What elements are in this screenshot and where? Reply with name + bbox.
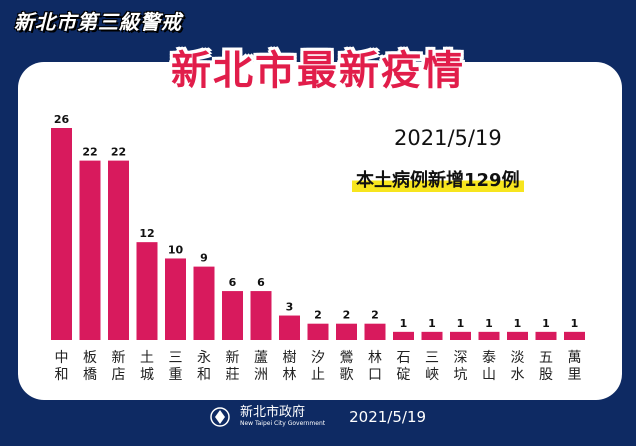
value-label-三重: 10 <box>168 243 184 256</box>
category-label-永和-1: 和 <box>197 367 211 383</box>
value-label-三峽: 1 <box>428 317 436 330</box>
bar-淡水 <box>507 331 528 340</box>
category-label-萬里-1: 里 <box>568 367 582 383</box>
category-label-三重-0: 三 <box>169 350 183 366</box>
category-label-泰山-1: 山 <box>482 367 496 383</box>
category-label-石碇-0: 石 <box>397 350 411 366</box>
footer-org-name: 新北市政府 <box>239 405 305 420</box>
category-label-蘆洲-0: 蘆 <box>254 350 268 366</box>
bar-泰山 <box>478 331 500 340</box>
alert-level-title: 新北市第三級警戒 <box>14 10 182 34</box>
value-label-樹林: 3 <box>286 301 294 314</box>
category-label-林口-1: 口 <box>368 367 382 383</box>
value-label-鶯歌: 2 <box>343 309 351 322</box>
bar-中和 <box>51 128 72 340</box>
category-label-汐止-0: 汐 <box>311 350 325 366</box>
value-label-石碇: 1 <box>400 317 408 330</box>
value-label-泰山: 1 <box>485 317 493 330</box>
bar-板橋 <box>79 160 101 340</box>
value-label-萬里: 1 <box>571 317 579 330</box>
category-label-萬里-0: 萬 <box>568 350 582 366</box>
category-label-淡水-0: 淡 <box>511 350 525 366</box>
category-label-蘆洲-1: 洲 <box>254 367 268 383</box>
category-label-淡水-1: 水 <box>511 367 525 383</box>
category-label-土城-0: 土 <box>140 350 154 366</box>
value-label-蘆洲: 6 <box>257 276 265 289</box>
category-label-樹林-0: 樹 <box>283 350 297 366</box>
bar-永和 <box>193 266 215 340</box>
bar-樹林 <box>279 315 300 340</box>
footer: 新北市政府 New Taipei City Government 2021/5/… <box>0 406 636 427</box>
category-label-深坑-1: 坑 <box>454 367 468 383</box>
bar-三峽 <box>421 331 443 340</box>
city-emblem-icon <box>210 406 230 427</box>
category-label-新莊-1: 莊 <box>226 367 240 383</box>
value-label-新店: 22 <box>111 146 126 159</box>
bar-鶯歌 <box>336 323 357 340</box>
value-label-永和: 9 <box>200 252 208 265</box>
category-label-林口-0: 林 <box>368 350 382 366</box>
value-label-淡水: 1 <box>514 317 522 330</box>
page-headline: 新北市最新疫情 <box>171 48 465 94</box>
value-label-深坑: 1 <box>457 317 465 330</box>
value-label-林口: 2 <box>371 309 379 322</box>
category-label-三峽-1: 峽 <box>425 367 439 383</box>
bar-汐止 <box>307 323 329 340</box>
bar-五股 <box>535 331 557 340</box>
bar-深坑 <box>450 331 471 340</box>
category-label-三重-1: 重 <box>169 367 183 383</box>
value-label-板橋: 22 <box>82 146 97 159</box>
category-label-中和-1: 和 <box>55 367 69 383</box>
category-label-新莊-0: 新 <box>226 350 240 366</box>
category-label-深坑-0: 深 <box>454 350 468 366</box>
category-label-泰山-0: 泰 <box>482 350 496 366</box>
category-label-樹林-1: 林 <box>283 367 297 383</box>
category-label-汐止-1: 止 <box>311 367 325 383</box>
category-label-五股-0: 五 <box>539 350 553 366</box>
category-label-石碇-1: 碇 <box>397 367 411 383</box>
value-label-汐止: 2 <box>314 309 322 322</box>
category-label-鶯歌-0: 鶯 <box>340 350 354 366</box>
category-label-鶯歌-1: 歌 <box>340 367 354 383</box>
bar-林口 <box>364 323 386 340</box>
category-label-板橋-0: 板 <box>83 350 97 366</box>
category-label-新店-1: 店 <box>112 367 126 383</box>
footer-org-name-en: New Taipei City Government <box>239 420 326 427</box>
footer-logo: 新北市政府 New Taipei City Government <box>240 406 325 427</box>
category-label-永和-0: 永 <box>197 350 211 366</box>
report-date: 2021/5/19 <box>394 126 502 150</box>
value-label-中和: 26 <box>54 113 70 126</box>
bar-新莊 <box>222 291 243 340</box>
category-label-中和-0: 中 <box>55 350 69 366</box>
category-label-土城-1: 城 <box>140 367 154 383</box>
value-label-新莊: 6 <box>229 276 237 289</box>
category-label-三峽-0: 三 <box>425 350 439 366</box>
value-label-五股: 1 <box>542 317 550 330</box>
footer-date: 2021/5/19 <box>349 407 427 426</box>
new-cases-summary: 本土病例新增129例 <box>352 166 524 192</box>
bar-土城 <box>136 242 158 340</box>
category-label-板橋-1: 橋 <box>83 367 97 383</box>
bar-三重 <box>165 258 186 340</box>
category-label-五股-1: 股 <box>539 367 553 383</box>
value-label-土城: 12 <box>139 227 154 240</box>
category-label-新店-0: 新 <box>112 350 126 366</box>
bar-石碇 <box>393 331 414 340</box>
bar-蘆洲 <box>250 291 272 340</box>
bar-萬里 <box>564 331 585 340</box>
bar-新店 <box>108 160 129 340</box>
